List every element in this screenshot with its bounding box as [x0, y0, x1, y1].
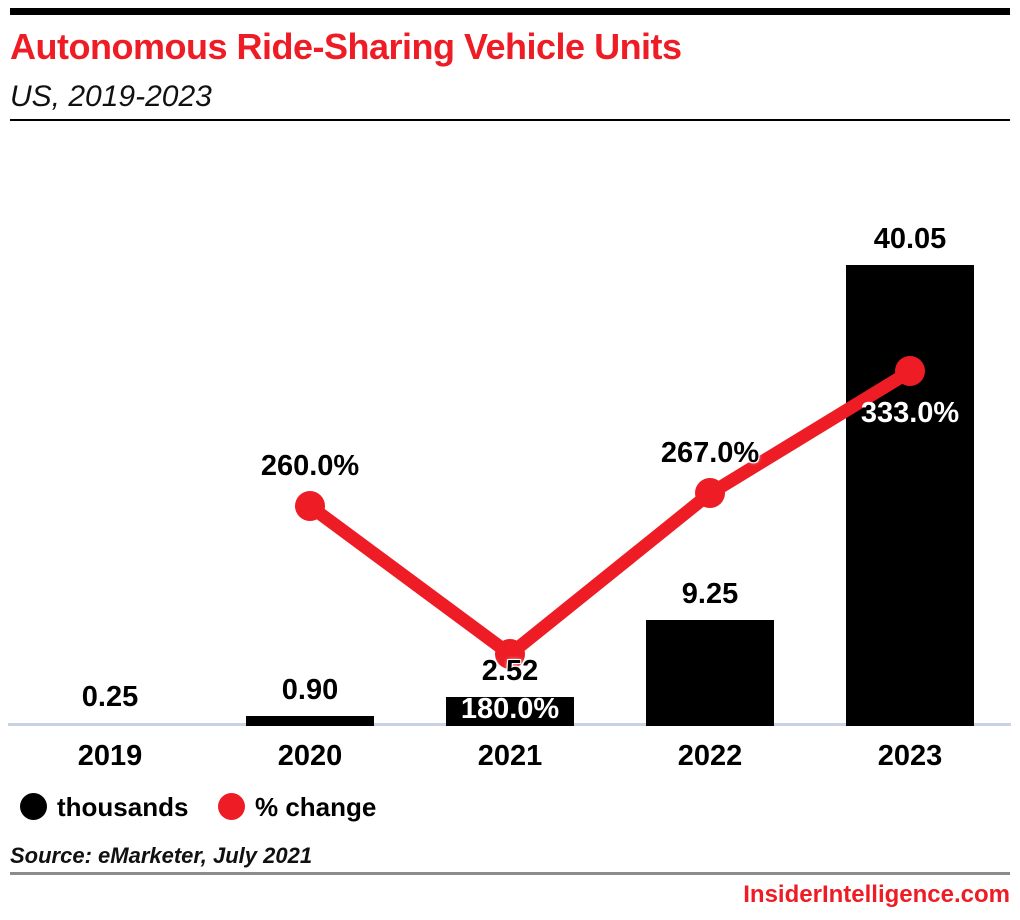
- legend-dot-thousands-icon: [20, 793, 47, 820]
- chart-title: Autonomous Ride-Sharing Vehicle Units: [10, 26, 682, 67]
- x-axis-label-2023: 2023: [877, 740, 943, 772]
- header-divider: [10, 119, 1010, 121]
- bar-value-label-2020: 0.90: [281, 674, 339, 706]
- insider-intelligence-link[interactable]: InsiderIntelligence.com: [743, 881, 1010, 908]
- footer-divider: [10, 872, 1010, 875]
- bar-value-label-2019: 0.25: [81, 681, 139, 713]
- legend-label-pct-change: % change: [255, 792, 377, 822]
- legend-label-thousands: thousands: [57, 792, 189, 822]
- x-axis-label-2020: 2020: [277, 740, 343, 772]
- line-dot-2023: [895, 356, 925, 386]
- legend-dot-pct-change-icon: [218, 793, 245, 820]
- line-dot-2021: [495, 639, 525, 670]
- line-segment-2020-2021: [303, 499, 517, 662]
- pct-label-2021: 180.0%: [460, 693, 560, 725]
- pct-label-2022: 267.0%: [660, 437, 760, 470]
- bar-2023: [846, 265, 974, 726]
- chart-subtitle: US, 2019-2023: [10, 80, 212, 113]
- line-dot-2020: [295, 491, 325, 522]
- source-note: Source: eMarketer, July 2021: [10, 843, 313, 868]
- bar-value-label-2023: 40.05: [873, 223, 947, 255]
- bar-2020: [246, 716, 374, 726]
- bar-value-label-2021: 2.52: [481, 655, 539, 687]
- bar-2022: [646, 620, 774, 726]
- line-dot-2022: [695, 478, 725, 509]
- top-accent-bar: [10, 8, 1010, 15]
- x-axis-label-2019: 2019: [77, 740, 143, 772]
- bar-value-label-2022: 9.25: [681, 578, 739, 610]
- bar-2021: [446, 697, 574, 726]
- pct-label-2023: 333.0%: [860, 397, 960, 429]
- x-axis-label-2022: 2022: [677, 740, 743, 772]
- x-axis-label-2021: 2021: [477, 740, 543, 772]
- pct-label-2020: 260.0%: [260, 450, 360, 483]
